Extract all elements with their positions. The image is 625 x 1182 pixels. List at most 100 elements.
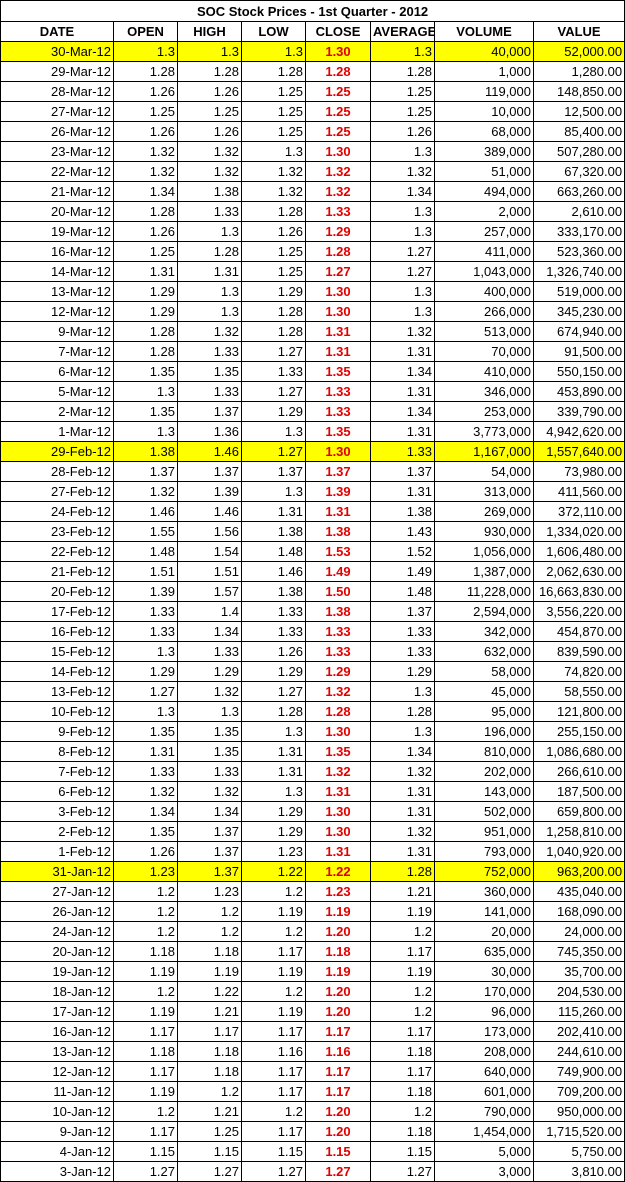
cell-average: 1.52 <box>370 541 435 562</box>
cell-volume: 208,000 <box>434 1041 534 1062</box>
cell-date: 29-Mar-12 <box>0 61 114 82</box>
cell-date: 5-Mar-12 <box>0 381 114 402</box>
cell-volume: 30,000 <box>434 961 534 982</box>
cell-date: 19-Mar-12 <box>0 221 114 242</box>
table-row: 3-Feb-12 1.34 1.34 1.29 1.30 1.31 502,000 659,8… <box>0 801 625 822</box>
cell-low: 1.3 <box>241 781 306 802</box>
cell-average: 1.32 <box>370 761 435 782</box>
cell-high: 1.33 <box>177 641 242 662</box>
table-row: 10-Feb-12 1.3 1.3 1.28 1.28 1.28 95,000 121,800… <box>0 701 625 722</box>
cell-low: 1.17 <box>241 1021 306 1042</box>
cell-open: 1.32 <box>113 781 178 802</box>
cell-low: 1.3 <box>241 41 306 62</box>
cell-high: 1.26 <box>177 121 242 142</box>
cell-value: 74,820.00 <box>532 661 625 682</box>
cell-high: 1.33 <box>177 341 242 362</box>
cell-close: 1.30 <box>305 441 371 462</box>
cell-close: 1.22 <box>305 861 371 882</box>
table-row: 1-Feb-12 1.26 1.37 1.23 1.31 1.31 793,000 1,040… <box>0 841 625 862</box>
cell-date: 17-Jan-12 <box>0 1001 114 1022</box>
table-row: 20-Jan-12 1.18 1.18 1.17 1.18 1.17 635,000 745,… <box>0 941 625 962</box>
cell-open: 1.2 <box>113 981 178 1002</box>
cell-value: 411,560.00 <box>532 481 625 502</box>
cell-low: 1.26 <box>241 221 306 242</box>
cell-volume: 269,000 <box>434 501 534 522</box>
cell-date: 9-Mar-12 <box>0 321 114 342</box>
cell-high: 1.34 <box>177 801 242 822</box>
cell-open: 1.3 <box>113 641 178 662</box>
cell-high: 1.3 <box>177 221 242 242</box>
cell-high: 1.56 <box>177 521 242 542</box>
cell-volume: 1,167,000 <box>434 441 534 462</box>
cell-high: 1.3 <box>177 301 242 322</box>
cell-volume: 790,000 <box>434 1101 534 1122</box>
cell-volume: 45,000 <box>434 681 534 702</box>
table-row: 17-Jan-12 1.19 1.21 1.19 1.20 1.2 96,000 115,26… <box>0 1001 625 1022</box>
cell-average: 1.27 <box>370 1161 435 1182</box>
cell-volume: 266,000 <box>434 301 534 322</box>
table-row: 22-Mar-12 1.32 1.32 1.32 1.32 1.32 51,000 67,32… <box>0 161 625 182</box>
cell-volume: 143,000 <box>434 781 534 802</box>
cell-value: 454,870.00 <box>532 621 625 642</box>
cell-high: 1.4 <box>177 601 242 622</box>
cell-close: 1.29 <box>305 221 371 242</box>
cell-open: 1.2 <box>113 921 178 942</box>
cell-average: 1.31 <box>370 801 435 822</box>
cell-value: 1,326,740.00 <box>532 261 625 282</box>
table-row: 29-Mar-12 1.28 1.28 1.28 1.28 1.28 1,000 1,280.… <box>0 61 625 82</box>
cell-value: 1,334,020.00 <box>532 521 625 542</box>
cell-value: 339,790.00 <box>532 401 625 422</box>
cell-date: 24-Feb-12 <box>0 501 114 522</box>
table-row: 17-Feb-12 1.33 1.4 1.33 1.38 1.37 2,594,000 3,5… <box>0 601 625 622</box>
cell-value: 266,610.00 <box>532 761 625 782</box>
cell-low: 1.38 <box>241 581 306 602</box>
cell-close: 1.32 <box>305 761 371 782</box>
cell-average: 1.19 <box>370 901 435 922</box>
cell-open: 1.3 <box>113 701 178 722</box>
cell-volume: 360,000 <box>434 881 534 902</box>
table-row: 9-Jan-12 1.17 1.25 1.17 1.20 1.18 1,454,000 1,7… <box>0 1121 625 1142</box>
cell-volume: 5,000 <box>434 1141 534 1162</box>
table-row: 11-Jan-12 1.19 1.2 1.17 1.17 1.18 601,000 709,2… <box>0 1081 625 1102</box>
cell-date: 20-Jan-12 <box>0 941 114 962</box>
cell-close: 1.33 <box>305 201 371 222</box>
table-row: 15-Feb-12 1.3 1.33 1.26 1.33 1.33 632,000 839,5… <box>0 641 625 662</box>
cell-close: 1.17 <box>305 1021 371 1042</box>
cell-average: 1.21 <box>370 881 435 902</box>
cell-date: 27-Mar-12 <box>0 101 114 122</box>
cell-low: 1.32 <box>241 161 306 182</box>
cell-open: 1.3 <box>113 381 178 402</box>
cell-high: 1.46 <box>177 501 242 522</box>
cell-low: 1.16 <box>241 1041 306 1062</box>
cell-average: 1.32 <box>370 161 435 182</box>
cell-volume: 54,000 <box>434 461 534 482</box>
table-row: 9-Mar-12 1.28 1.32 1.28 1.31 1.32 513,000 674,9… <box>0 321 625 342</box>
table-row: 29-Feb-12 1.38 1.46 1.27 1.30 1.33 1,167,000 1,… <box>0 441 625 462</box>
cell-close: 1.19 <box>305 961 371 982</box>
cell-volume: 635,000 <box>434 941 534 962</box>
cell-date: 27-Jan-12 <box>0 881 114 902</box>
cell-low: 1.15 <box>241 1141 306 1162</box>
table-row: 16-Jan-12 1.17 1.17 1.17 1.17 1.17 173,000 202,… <box>0 1021 625 1042</box>
cell-open: 1.33 <box>113 601 178 622</box>
cell-low: 1.2 <box>241 981 306 1002</box>
cell-low: 1.29 <box>241 801 306 822</box>
cell-average: 1.31 <box>370 481 435 502</box>
cell-average: 1.43 <box>370 521 435 542</box>
cell-low: 1.25 <box>241 101 306 122</box>
cell-date: 3-Feb-12 <box>0 801 114 822</box>
cell-value: 839,590.00 <box>532 641 625 662</box>
table-row: 26-Mar-12 1.26 1.26 1.25 1.25 1.26 68,000 85,40… <box>0 121 625 142</box>
table-row: 22-Feb-12 1.48 1.54 1.48 1.53 1.52 1,056,000 1,… <box>0 541 625 562</box>
cell-value: 121,800.00 <box>532 701 625 722</box>
cell-value: 453,890.00 <box>532 381 625 402</box>
cell-date: 3-Jan-12 <box>0 1161 114 1182</box>
cell-high: 1.18 <box>177 1041 242 1062</box>
cell-close: 1.20 <box>305 981 371 1002</box>
table-row: 3-Jan-12 1.27 1.27 1.27 1.27 1.27 3,000 3,810.0… <box>0 1161 625 1182</box>
cell-close: 1.25 <box>305 81 371 102</box>
column-header-open: OPEN <box>113 21 178 42</box>
cell-date: 16-Mar-12 <box>0 241 114 262</box>
cell-open: 1.39 <box>113 581 178 602</box>
cell-volume: 257,000 <box>434 221 534 242</box>
